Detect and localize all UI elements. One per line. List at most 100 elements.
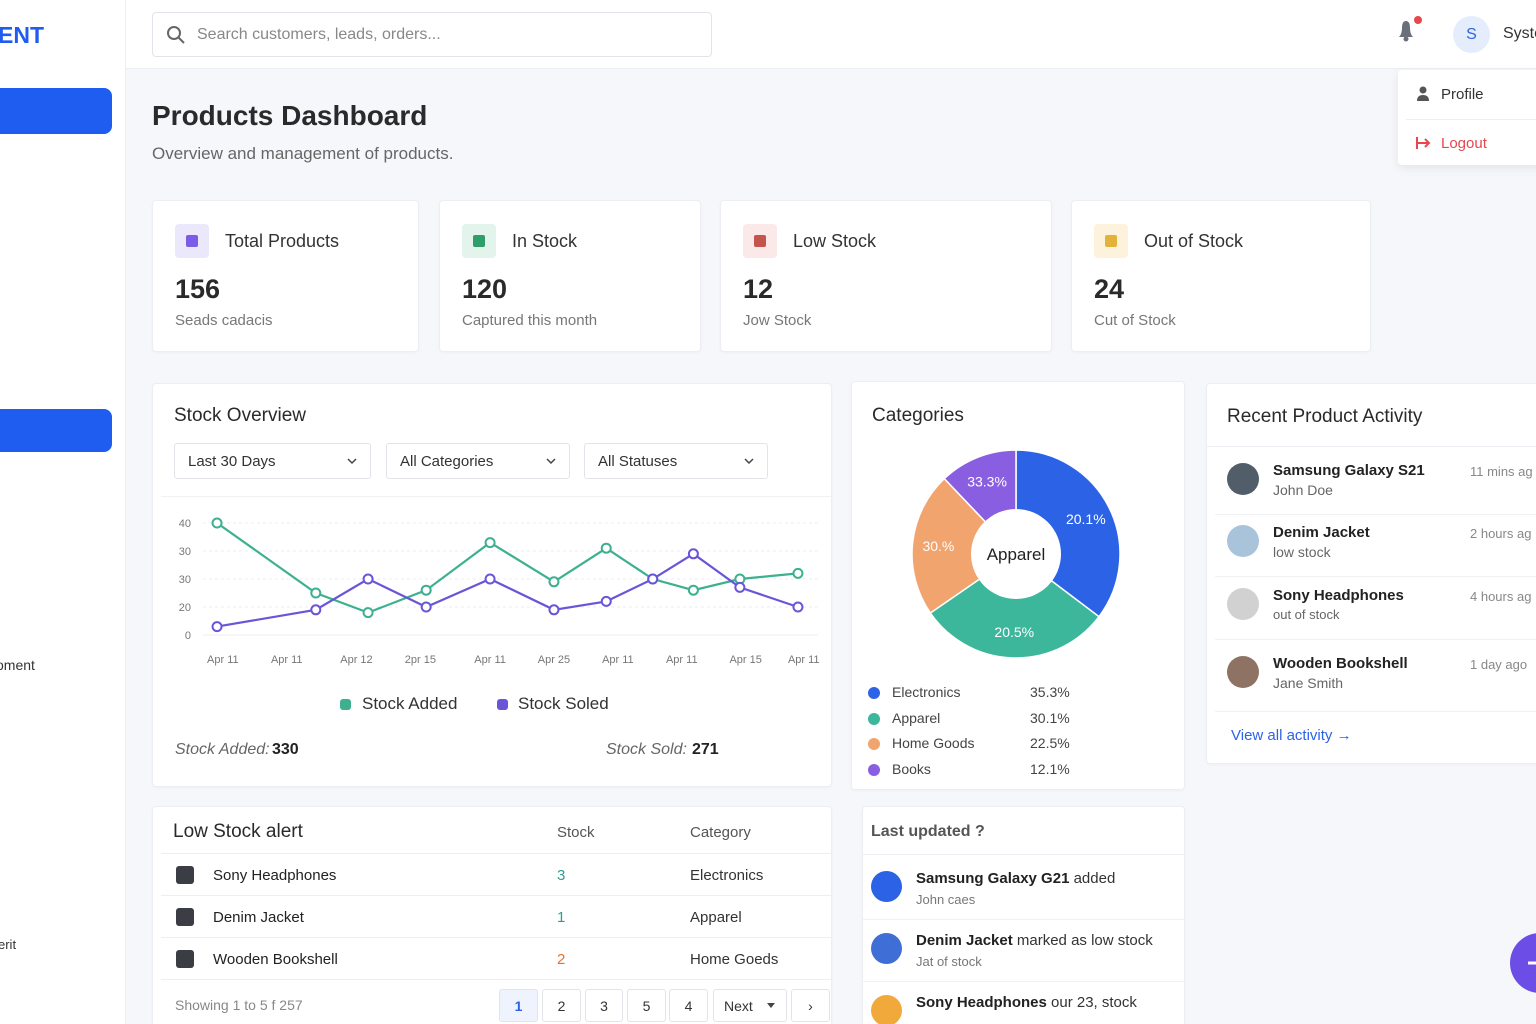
data-point — [647, 573, 659, 585]
activity-name[interactable]: Samsung Galaxy S21 — [1273, 462, 1425, 479]
legend-dot — [868, 738, 880, 751]
data-point — [362, 607, 374, 619]
page-button[interactable]: › — [791, 989, 830, 1022]
data-point — [687, 584, 699, 596]
divider — [1215, 639, 1536, 640]
filter-dropdown[interactable]: All Categories — [386, 443, 570, 479]
divider — [1207, 446, 1536, 447]
page-button[interactable]: 1 — [499, 989, 538, 1022]
menu-logout[interactable]: Logout — [1441, 135, 1487, 152]
nav-active[interactable] — [0, 409, 112, 452]
legend-dot — [868, 712, 880, 725]
page-button-text: 2 — [557, 998, 566, 1014]
stat-icon-glyph — [186, 235, 198, 247]
divider — [161, 937, 831, 938]
table-footer: Showing 1 to 5 f 257 — [175, 997, 303, 1013]
column-header: Category — [690, 824, 751, 841]
divider — [161, 853, 831, 854]
data-point — [600, 542, 612, 554]
search-icon — [167, 26, 185, 44]
view-all-link[interactable]: View all activity → — [1231, 727, 1352, 744]
menu-profile[interactable]: Profile — [1441, 86, 1484, 103]
chevron-path — [347, 458, 357, 465]
data-point — [211, 621, 223, 633]
activity-name[interactable]: Denim Jacket — [1273, 524, 1370, 541]
stat-card: In Stock 120 Captured this month — [439, 200, 701, 352]
y-tick-label: 30 — [179, 574, 191, 586]
stat-note: Seads cadacis — [175, 312, 273, 329]
recent-activity-card: Recent Product Activity Samsung Galaxy S2… — [1206, 383, 1536, 764]
filter-dropdown[interactable]: Last 30 Days — [174, 443, 371, 479]
nav-item[interactable]: oment — [0, 657, 35, 673]
chevron — [347, 458, 357, 465]
page-button[interactable]: 2 — [542, 989, 581, 1022]
x-tick-label: Apr 11 — [474, 654, 506, 666]
category: Home Goeds — [690, 951, 779, 968]
stat-card: Total Products 156 Seads cadacis — [152, 200, 419, 352]
x-tick-label: Apr 11 — [788, 654, 820, 666]
update-bold: Sony Headphones — [916, 994, 1047, 1011]
update-text: Denim Jacket marked as low stock — [916, 932, 1153, 949]
data-point — [600, 595, 612, 607]
x-tick-label: Apr 11 — [666, 654, 698, 666]
activity-sub: John Doe — [1273, 482, 1333, 498]
stat-card: Out of Stock 24 Cut of Stock — [1071, 200, 1371, 352]
legend-label: Electronics — [892, 684, 961, 700]
activity-time: 4 hours ag — [1470, 589, 1532, 604]
divider — [1215, 576, 1536, 577]
stat-card: Low Stock 12 Jow Stock — [720, 200, 1052, 352]
data-point — [420, 601, 432, 613]
donut-chart: 20.1% 20.5% 30.% 33.3% Apparel — [911, 449, 1121, 659]
stock-count: 1 — [557, 909, 566, 926]
update-bold: Samsung Galaxy G21 — [916, 870, 1070, 887]
stat-label: Total Products — [225, 231, 340, 251]
nav-item[interactable]: erit — [0, 937, 17, 952]
user-name[interactable]: Syste — [1503, 25, 1536, 42]
legend-value: 22.5% — [1030, 735, 1070, 752]
brand: ENT — [0, 22, 44, 48]
activity-avatar — [1227, 463, 1259, 495]
product-name: Wooden Bookshell — [213, 951, 338, 968]
categories-card: Categories 20.1% 20.5% 30.% 33.3% Apparel Elec… — [851, 381, 1185, 790]
legend-value: 12.1% — [1030, 761, 1070, 778]
divider — [161, 895, 831, 896]
page-button[interactable]: 5 — [627, 989, 666, 1022]
stat-value: 24 — [1094, 274, 1125, 304]
bell-clapper — [1403, 36, 1409, 42]
filter-dropdown[interactable]: All Statuses — [584, 443, 768, 479]
x-tick-label: Apr 11 — [602, 654, 634, 666]
activity-avatar — [1227, 588, 1259, 620]
profile-icon-head — [1419, 86, 1427, 94]
page-button[interactable]: Next — [713, 989, 787, 1022]
floating-action-button[interactable] — [1510, 933, 1536, 993]
stat-label: Low Stock — [793, 231, 877, 251]
activity-time: 11 mins ag — [1470, 464, 1533, 479]
slice-label: 20.5% — [994, 624, 1034, 640]
logout-icon — [1416, 137, 1431, 149]
page-button-text: 5 — [642, 998, 651, 1014]
user-avatar[interactable]: S — [1453, 16, 1490, 53]
stat-icon — [743, 224, 777, 258]
search-box[interactable]: Search customers, leads, orders... — [152, 12, 712, 57]
update-avatar — [871, 995, 902, 1024]
summary-value: 330 — [272, 741, 299, 758]
last-updated-card: Last updated ? Samsung Galaxy G21 added Jo… — [862, 806, 1185, 1024]
chevron-path — [546, 458, 556, 465]
update-avatar — [871, 933, 902, 964]
page-subtitle: Overview and management of products. — [152, 144, 454, 163]
activity-time: 1 day ago — [1470, 657, 1528, 672]
menu-divider — [1406, 119, 1536, 120]
nav-active[interactable] — [0, 88, 112, 134]
activity-name[interactable]: Wooden Bookshell — [1273, 655, 1408, 672]
legend-label: Home Goods — [892, 735, 975, 752]
summary-label: Stock Added: — [175, 741, 270, 758]
page-button[interactable]: 4 — [669, 989, 708, 1022]
legend-label: Apparel — [892, 709, 941, 726]
stat-label: In Stock — [512, 231, 578, 251]
activity-name[interactable]: Sony Headphones — [1273, 587, 1404, 604]
data-point — [792, 601, 804, 613]
page-button[interactable]: 3 — [585, 989, 623, 1022]
data-point — [362, 573, 374, 585]
activity-sub: Jane Smith — [1273, 675, 1344, 691]
fab-plus — [1528, 961, 1536, 965]
